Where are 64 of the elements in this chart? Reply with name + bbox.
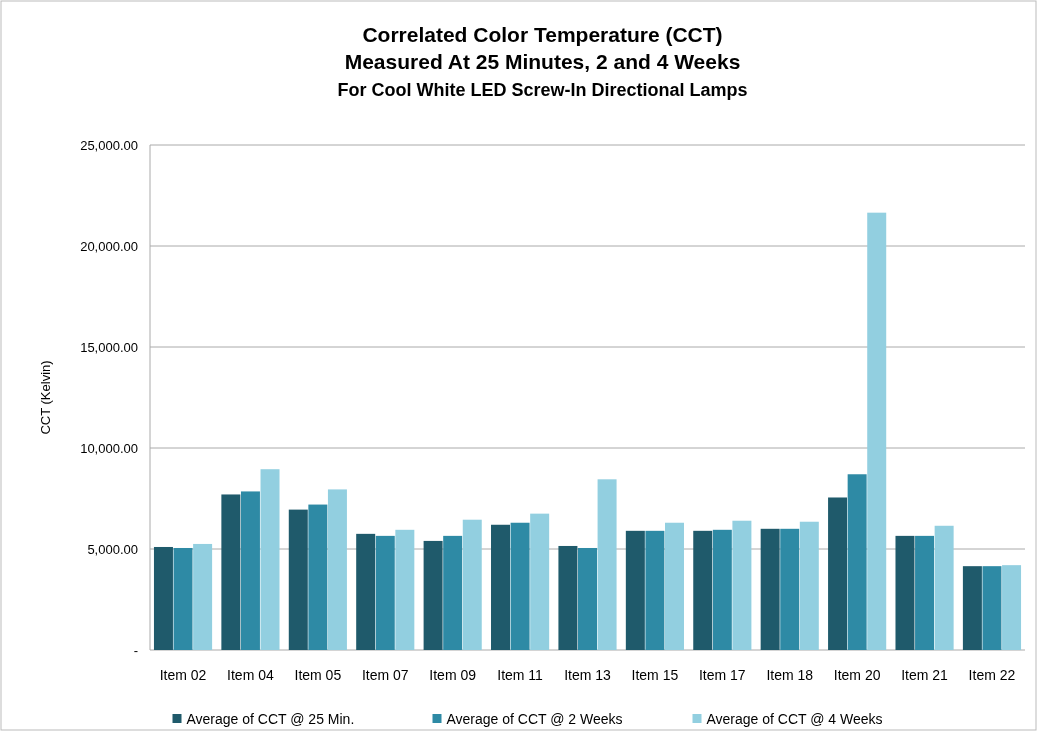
bar	[530, 513, 550, 650]
bar	[867, 212, 887, 650]
legend-label: Average of CCT @ 25 Min.	[186, 710, 355, 727]
x-tick-label: Item 04	[227, 667, 274, 683]
bar	[423, 540, 443, 650]
bar	[173, 547, 193, 650]
bar	[712, 529, 732, 650]
bar	[491, 524, 511, 650]
bar	[895, 535, 915, 650]
bar	[760, 528, 780, 650]
x-tick-label: Item 02	[159, 667, 207, 683]
bar	[982, 566, 1002, 650]
y-tick-label: 15,000.00	[80, 339, 138, 355]
bar	[847, 474, 867, 650]
bar	[799, 521, 819, 650]
bar	[934, 525, 954, 650]
x-tick-label: Item 13	[564, 667, 612, 683]
x-tick-label: Item 20	[833, 667, 881, 683]
bar	[915, 535, 935, 650]
bar	[308, 504, 328, 650]
bar	[780, 528, 800, 650]
bar	[645, 530, 665, 650]
y-tick-label: 20,000.00	[80, 238, 138, 254]
x-tick-label: Item 22	[968, 667, 1016, 683]
bar	[221, 494, 241, 650]
bar	[664, 522, 684, 650]
bar	[828, 497, 848, 650]
bar	[193, 543, 213, 650]
bar	[327, 489, 347, 650]
bar	[732, 520, 752, 650]
x-tick-label: Item 09	[429, 667, 477, 683]
x-tick-label: Item 07	[361, 667, 409, 683]
x-tick-label: Item 18	[766, 667, 814, 683]
bar	[597, 479, 617, 650]
y-tick-label: -	[133, 642, 138, 658]
bar	[693, 530, 713, 650]
bar	[395, 529, 415, 650]
bar	[1002, 565, 1022, 650]
bar	[462, 519, 482, 650]
bar	[443, 535, 463, 650]
x-tick-label: Item 11	[497, 667, 544, 683]
bar	[153, 546, 173, 650]
bar	[375, 535, 395, 650]
y-axis-title: CCT (Kelvin)	[38, 360, 53, 435]
bar	[962, 566, 982, 650]
y-tick-label: 25,000.00	[80, 137, 138, 153]
legend-label: Average of CCT @ 4 Weeks	[706, 710, 883, 727]
chart-title: Correlated Color Temperature (CCT) Measured At 25 Minutes, 2 and 4 Weeks	[344, 23, 741, 73]
bar	[558, 545, 578, 650]
bar	[240, 491, 260, 650]
bar	[356, 533, 376, 650]
y-tick-label: 10,000.00	[80, 440, 138, 456]
x-tick-label: Item 15	[631, 667, 679, 683]
bar	[510, 522, 530, 650]
legend-label: Average of CCT @ 2 Weeks	[446, 710, 623, 727]
bar	[260, 469, 280, 650]
chart-subtitle: For Cool White LED Screw-In Directional Lamps	[337, 80, 748, 100]
bar	[288, 509, 308, 650]
bar	[625, 530, 645, 650]
x-tick-label: Item 05	[294, 667, 342, 683]
x-tick-label: Item 17	[698, 667, 746, 683]
y-tick-label: 5,000.00	[87, 541, 138, 557]
bar	[578, 547, 597, 650]
x-tick-label: Item 21	[901, 667, 949, 683]
